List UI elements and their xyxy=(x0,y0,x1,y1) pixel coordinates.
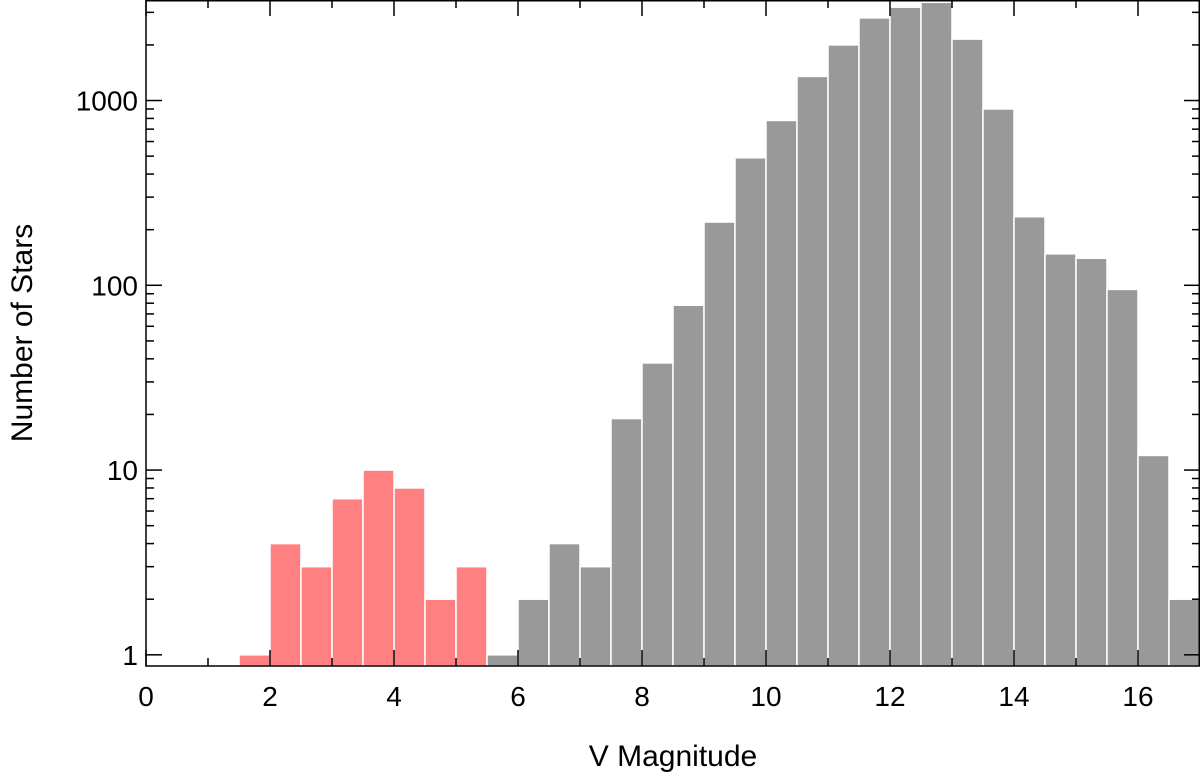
bar-10_5 xyxy=(796,75,829,667)
bar-8 xyxy=(641,362,674,667)
bar-14_5 xyxy=(1044,253,1077,667)
plot-frame xyxy=(145,0,1200,667)
bar-16 xyxy=(1137,454,1170,667)
y-tick-label: 1000 xyxy=(76,86,138,117)
bar-1_5 xyxy=(238,654,271,667)
x-tick-label: 4 xyxy=(386,681,402,712)
bar-16_5 xyxy=(1168,598,1200,667)
y-tick-label: 1 xyxy=(122,640,138,671)
x-tick-label: 12 xyxy=(874,681,905,712)
ticks-group xyxy=(145,0,1200,666)
bar-13 xyxy=(951,38,984,667)
bar-9 xyxy=(703,221,736,667)
bar-12 xyxy=(889,6,922,667)
bar-5 xyxy=(455,565,488,667)
y-tick-label: 100 xyxy=(91,270,138,301)
bar-2_5 xyxy=(300,565,333,667)
bar-3 xyxy=(331,497,364,667)
bar-6 xyxy=(517,598,550,667)
x-axis-title: V Magnitude xyxy=(589,740,757,773)
bar-4_5 xyxy=(424,598,457,667)
bar-6_5 xyxy=(548,542,581,667)
bar-2 xyxy=(269,542,302,667)
bars-group xyxy=(238,1,1200,667)
bar-15 xyxy=(1075,257,1108,667)
bar-5_5 xyxy=(486,654,519,667)
bar-13_5 xyxy=(982,108,1015,667)
x-tick-label: 2 xyxy=(262,681,278,712)
bar-4 xyxy=(393,487,426,667)
bar-7 xyxy=(579,565,612,667)
x-tick-label: 8 xyxy=(634,681,650,712)
bar-11_5 xyxy=(858,17,891,667)
bar-14 xyxy=(1013,215,1046,667)
x-tick-label: 10 xyxy=(750,681,781,712)
y-axis-title: Number of Stars xyxy=(6,224,39,442)
x-tick-label: 0 xyxy=(138,681,154,712)
bar-7_5 xyxy=(610,417,643,667)
bar-9_5 xyxy=(734,157,767,667)
bar-15_5 xyxy=(1106,288,1139,667)
x-tick-label: 14 xyxy=(998,681,1029,712)
bar-10 xyxy=(765,119,798,667)
y-tick-label: 10 xyxy=(107,455,138,486)
bar-3_5 xyxy=(362,469,395,667)
x-tick-label: 16 xyxy=(1122,681,1153,712)
x-tick-label: 6 xyxy=(510,681,526,712)
bar-8_5 xyxy=(672,304,705,667)
bar-11 xyxy=(827,44,860,667)
bar-12_5 xyxy=(920,1,953,667)
tick-labels-group: 0 2 4 6 8 10 12 14 16 1 10 100 1000 xyxy=(76,86,1154,712)
